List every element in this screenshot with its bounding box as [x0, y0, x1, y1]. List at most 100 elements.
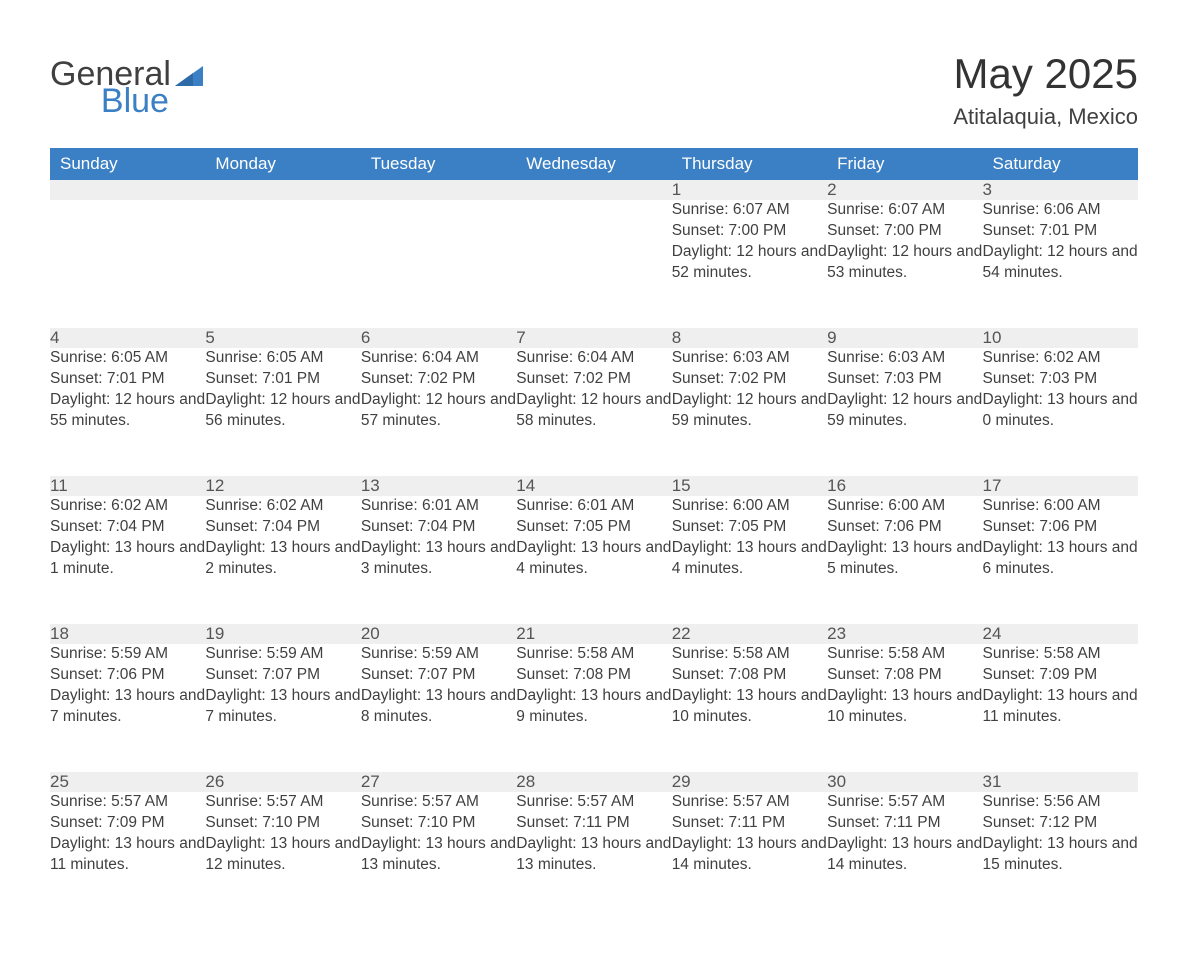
sunset-line: Sunset: 7:10 PM [205, 813, 360, 834]
day-number: 29 [672, 772, 827, 792]
daylight-line: Daylight: 13 hours and 2 minutes. [205, 538, 360, 580]
brand-text: General Blue [50, 60, 171, 116]
daylight-line: Daylight: 13 hours and 7 minutes. [205, 686, 360, 728]
sunrise-line: Sunrise: 6:03 AM [827, 348, 982, 369]
day-cell: Sunrise: 6:01 AMSunset: 7:05 PMDaylight:… [516, 496, 671, 624]
empty-day-number [361, 180, 516, 200]
day-number: 23 [827, 624, 982, 644]
day-cell: Sunrise: 5:59 AMSunset: 7:06 PMDaylight:… [50, 644, 205, 772]
day-number: 1 [672, 180, 827, 200]
sunrise-line: Sunrise: 5:58 AM [516, 644, 671, 665]
sunrise-line: Sunrise: 5:57 AM [672, 792, 827, 813]
day-number: 15 [672, 476, 827, 496]
day-cell: Sunrise: 5:59 AMSunset: 7:07 PMDaylight:… [361, 644, 516, 772]
day-number: 3 [983, 180, 1138, 200]
sunset-line: Sunset: 7:07 PM [361, 665, 516, 686]
weekday-header: Sunday [50, 148, 205, 180]
day-number: 20 [361, 624, 516, 644]
day-number: 13 [361, 476, 516, 496]
day-cell: Sunrise: 6:04 AMSunset: 7:02 PMDaylight:… [361, 348, 516, 476]
day-number: 27 [361, 772, 516, 792]
day-number: 12 [205, 476, 360, 496]
empty-day-cell [361, 200, 516, 328]
day-number: 5 [205, 328, 360, 348]
day-cell: Sunrise: 5:57 AMSunset: 7:10 PMDaylight:… [205, 792, 360, 920]
sunrise-line: Sunrise: 5:57 AM [361, 792, 516, 813]
day-cell: Sunrise: 5:58 AMSunset: 7:08 PMDaylight:… [827, 644, 982, 772]
daylight-line: Daylight: 13 hours and 10 minutes. [672, 686, 827, 728]
day-number-row: 25262728293031 [50, 772, 1138, 792]
day-cell: Sunrise: 6:05 AMSunset: 7:01 PMDaylight:… [50, 348, 205, 476]
sunrise-line: Sunrise: 6:00 AM [983, 496, 1138, 517]
sunset-line: Sunset: 7:11 PM [672, 813, 827, 834]
weekday-header-row: Sunday Monday Tuesday Wednesday Thursday… [50, 148, 1138, 180]
day-cell: Sunrise: 6:07 AMSunset: 7:00 PMDaylight:… [672, 200, 827, 328]
sunrise-line: Sunrise: 5:58 AM [672, 644, 827, 665]
sunset-line: Sunset: 7:01 PM [983, 221, 1138, 242]
day-number: 7 [516, 328, 671, 348]
empty-day-cell [205, 200, 360, 328]
sunset-line: Sunset: 7:04 PM [205, 517, 360, 538]
day-cell: Sunrise: 6:00 AMSunset: 7:05 PMDaylight:… [672, 496, 827, 624]
day-cell: Sunrise: 6:03 AMSunset: 7:03 PMDaylight:… [827, 348, 982, 476]
daylight-line: Daylight: 13 hours and 1 minute. [50, 538, 205, 580]
daylight-line: Daylight: 13 hours and 14 minutes. [827, 834, 982, 876]
day-details-row: Sunrise: 5:59 AMSunset: 7:06 PMDaylight:… [50, 644, 1138, 772]
empty-day-number [516, 180, 671, 200]
daylight-line: Daylight: 13 hours and 10 minutes. [827, 686, 982, 728]
day-number: 21 [516, 624, 671, 644]
sunset-line: Sunset: 7:09 PM [983, 665, 1138, 686]
header: General Blue May 2025 Atitalaquia, Mexic… [50, 50, 1138, 130]
daylight-line: Daylight: 12 hours and 52 minutes. [672, 242, 827, 284]
daylight-line: Daylight: 12 hours and 58 minutes. [516, 390, 671, 432]
sunset-line: Sunset: 7:03 PM [983, 369, 1138, 390]
daylight-line: Daylight: 13 hours and 9 minutes. [516, 686, 671, 728]
sunrise-line: Sunrise: 5:56 AM [983, 792, 1138, 813]
day-number-row: 45678910 [50, 328, 1138, 348]
day-cell: Sunrise: 5:58 AMSunset: 7:09 PMDaylight:… [983, 644, 1138, 772]
sunrise-line: Sunrise: 6:05 AM [50, 348, 205, 369]
sunrise-line: Sunrise: 5:57 AM [50, 792, 205, 813]
flag-icon [175, 66, 203, 86]
day-number: 17 [983, 476, 1138, 496]
day-number: 10 [983, 328, 1138, 348]
sunrise-line: Sunrise: 6:04 AM [361, 348, 516, 369]
day-number: 11 [50, 476, 205, 496]
calendar-table: Sunday Monday Tuesday Wednesday Thursday… [50, 148, 1138, 920]
day-number: 4 [50, 328, 205, 348]
day-details-row: Sunrise: 6:07 AMSunset: 7:00 PMDaylight:… [50, 200, 1138, 328]
weekday-header: Monday [205, 148, 360, 180]
day-number: 19 [205, 624, 360, 644]
sunrise-line: Sunrise: 5:59 AM [361, 644, 516, 665]
day-cell: Sunrise: 5:58 AMSunset: 7:08 PMDaylight:… [516, 644, 671, 772]
day-number: 18 [50, 624, 205, 644]
sunset-line: Sunset: 7:08 PM [672, 665, 827, 686]
daylight-line: Daylight: 13 hours and 0 minutes. [983, 390, 1138, 432]
day-number-row: 123 [50, 180, 1138, 200]
daylight-line: Daylight: 12 hours and 59 minutes. [672, 390, 827, 432]
day-details-row: Sunrise: 5:57 AMSunset: 7:09 PMDaylight:… [50, 792, 1138, 920]
day-number: 28 [516, 772, 671, 792]
daylight-line: Daylight: 13 hours and 4 minutes. [516, 538, 671, 580]
day-number: 31 [983, 772, 1138, 792]
empty-day-cell [50, 200, 205, 328]
sunset-line: Sunset: 7:07 PM [205, 665, 360, 686]
day-cell: Sunrise: 5:57 AMSunset: 7:10 PMDaylight:… [361, 792, 516, 920]
day-cell: Sunrise: 5:56 AMSunset: 7:12 PMDaylight:… [983, 792, 1138, 920]
day-cell: Sunrise: 6:02 AMSunset: 7:04 PMDaylight:… [205, 496, 360, 624]
day-number: 24 [983, 624, 1138, 644]
daylight-line: Daylight: 13 hours and 15 minutes. [983, 834, 1138, 876]
day-cell: Sunrise: 5:57 AMSunset: 7:11 PMDaylight:… [516, 792, 671, 920]
day-cell: Sunrise: 6:07 AMSunset: 7:00 PMDaylight:… [827, 200, 982, 328]
day-cell: Sunrise: 6:02 AMSunset: 7:03 PMDaylight:… [983, 348, 1138, 476]
daylight-line: Daylight: 13 hours and 13 minutes. [516, 834, 671, 876]
sunset-line: Sunset: 7:02 PM [516, 369, 671, 390]
day-cell: Sunrise: 6:06 AMSunset: 7:01 PMDaylight:… [983, 200, 1138, 328]
weekday-header: Friday [827, 148, 982, 180]
sunrise-line: Sunrise: 6:06 AM [983, 200, 1138, 221]
daylight-line: Daylight: 13 hours and 11 minutes. [983, 686, 1138, 728]
daylight-line: Daylight: 13 hours and 3 minutes. [361, 538, 516, 580]
weekday-header: Tuesday [361, 148, 516, 180]
daylight-line: Daylight: 12 hours and 59 minutes. [827, 390, 982, 432]
day-cell: Sunrise: 5:58 AMSunset: 7:08 PMDaylight:… [672, 644, 827, 772]
